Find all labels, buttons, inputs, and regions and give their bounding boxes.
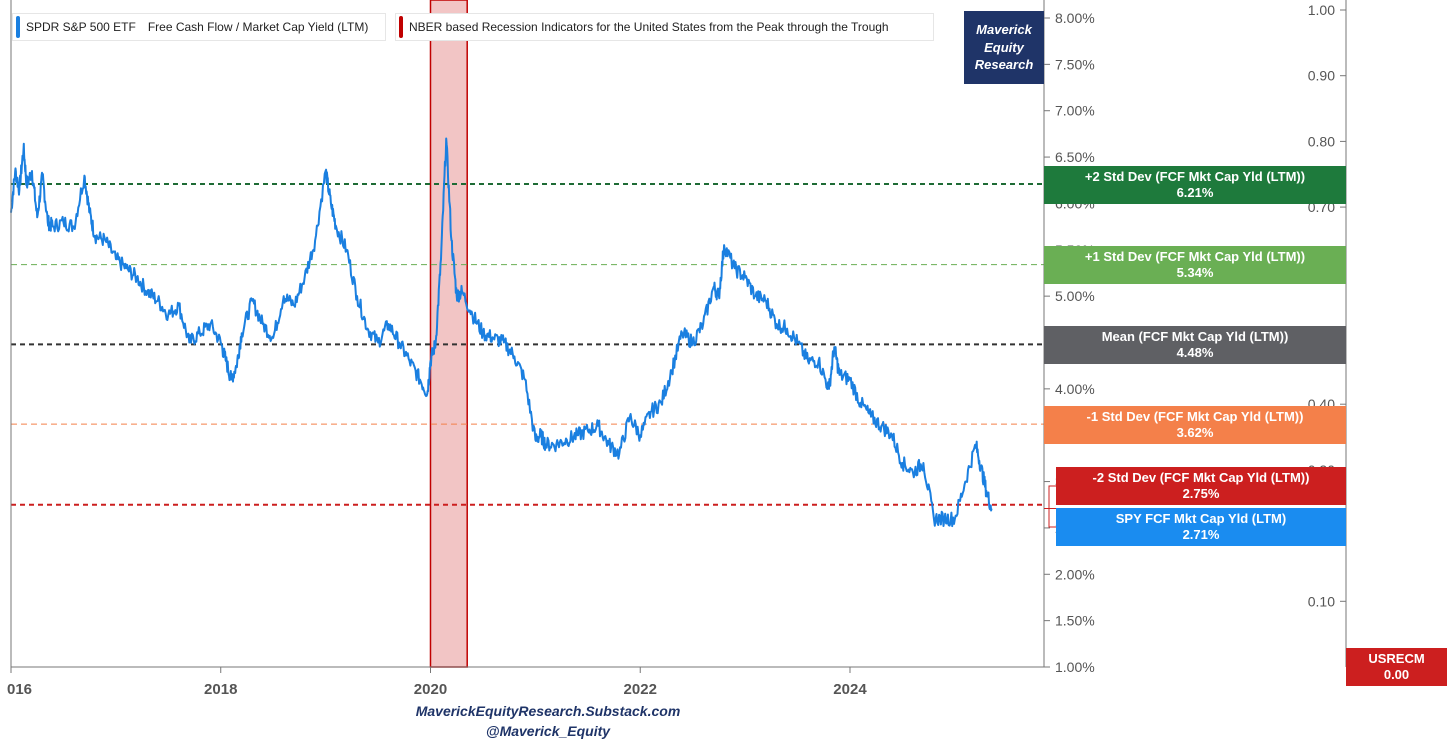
y-left-tick-label: 7.00% bbox=[1055, 103, 1095, 119]
legend-recession[interactable]: NBER based Recession Indicators for the … bbox=[395, 13, 934, 41]
tag-plus2-title: +2 Std Dev (FCF Mkt Cap Yld (LTM)) bbox=[1084, 169, 1306, 184]
tag-plus2-std-dev: +2 Std Dev (FCF Mkt Cap Yld (LTM)) 6.21% bbox=[1044, 166, 1346, 204]
legend-series-metric: Free Cash Flow / Market Cap Yield (LTM) bbox=[147, 20, 369, 34]
tag-usrecm-title: USRECM bbox=[1368, 651, 1425, 666]
legend-series-name: SPDR S&P 500 ETF bbox=[26, 20, 136, 34]
tag-plus1-value: 5.34% bbox=[1176, 265, 1214, 280]
y-left-tick-label: 4.00% bbox=[1055, 381, 1095, 397]
tag-minus1-title: -1 Std Dev (FCF Mkt Cap Yld (LTM)) bbox=[1086, 409, 1304, 424]
tag-usrecm: USRECM 0.00 bbox=[1346, 648, 1447, 686]
legend-series[interactable]: SPDR S&P 500 ETF Free Cash Flow / Market… bbox=[12, 13, 386, 41]
y-left-tick-label: 5.00% bbox=[1055, 288, 1095, 304]
recession-color-swatch bbox=[399, 16, 403, 38]
series-color-swatch bbox=[16, 16, 20, 38]
tag-plus1-std-dev: +1 Std Dev (FCF Mkt Cap Yld (LTM)) 5.34% bbox=[1044, 246, 1346, 284]
brand-line-1: Maverick bbox=[976, 22, 1032, 38]
brand-line-3: Research bbox=[974, 57, 1034, 73]
tag-mean-title: Mean (FCF Mkt Cap Yld (LTM)) bbox=[1101, 329, 1289, 344]
y-left-tick-label: 8.00% bbox=[1055, 10, 1095, 26]
y-right-tick-label: 0.10 bbox=[1308, 593, 1335, 609]
x-tick-label: 2018 bbox=[204, 681, 237, 698]
y-right-tick-label: 0.90 bbox=[1308, 68, 1335, 84]
tag-mean: Mean (FCF Mkt Cap Yld (LTM)) 4.48% bbox=[1044, 326, 1346, 364]
y-left-tick-label: 7.50% bbox=[1055, 56, 1095, 72]
tag-spy-current: SPY FCF Mkt Cap Yld (LTM) 2.71% bbox=[1056, 508, 1346, 546]
x-tick-label: 2024 bbox=[833, 681, 867, 698]
y-left-tick-label: 1.00% bbox=[1055, 659, 1095, 675]
tag-usrecm-value: 0.00 bbox=[1383, 667, 1410, 682]
tag-spy-title: SPY FCF Mkt Cap Yld (LTM) bbox=[1115, 511, 1287, 526]
x-tick-label: 2022 bbox=[624, 681, 657, 698]
brand-line-2: Equity bbox=[984, 39, 1024, 55]
brand-logo: Maverick Equity Research bbox=[964, 11, 1044, 84]
footer-handle[interactable]: @Maverick_Equity bbox=[485, 723, 611, 739]
tag-plus1-title: +1 Std Dev (FCF Mkt Cap Yld (LTM)) bbox=[1084, 249, 1306, 264]
tag-minus1-std-dev: -1 Std Dev (FCF Mkt Cap Yld (LTM)) 3.62% bbox=[1044, 406, 1346, 444]
tag-spy-value: 2.71% bbox=[1182, 527, 1220, 542]
tag-mean-value: 4.48% bbox=[1176, 345, 1214, 360]
tag-minus2-value: 2.75% bbox=[1182, 486, 1220, 501]
y-left-tick-label: 1.50% bbox=[1055, 613, 1095, 629]
tag-plus2-value: 6.21% bbox=[1176, 185, 1214, 200]
x-tick-label: 016 bbox=[7, 681, 32, 698]
footer-site[interactable]: MaverickEquityResearch.Substack.com bbox=[415, 703, 681, 719]
x-tick-label: 2020 bbox=[414, 681, 447, 698]
series-line-0 bbox=[10, 137, 993, 528]
y-right-tick-label: 1.00 bbox=[1308, 2, 1335, 18]
last-value-connector bbox=[1044, 485, 1056, 528]
tag-minus2-std-dev: -2 Std Dev (FCF Mkt Cap Yld (LTM)) 2.75% bbox=[1056, 467, 1346, 505]
legend-recession-label: NBER based Recession Indicators for the … bbox=[409, 20, 889, 34]
y-right-tick-label: 0.80 bbox=[1308, 133, 1335, 149]
tag-minus2-title: -2 Std Dev (FCF Mkt Cap Yld (LTM)) bbox=[1092, 470, 1310, 485]
y-left-tick-label: 6.50% bbox=[1055, 149, 1095, 165]
y-left-tick-label: 2.00% bbox=[1055, 566, 1095, 582]
tag-minus1-value: 3.62% bbox=[1176, 425, 1214, 440]
